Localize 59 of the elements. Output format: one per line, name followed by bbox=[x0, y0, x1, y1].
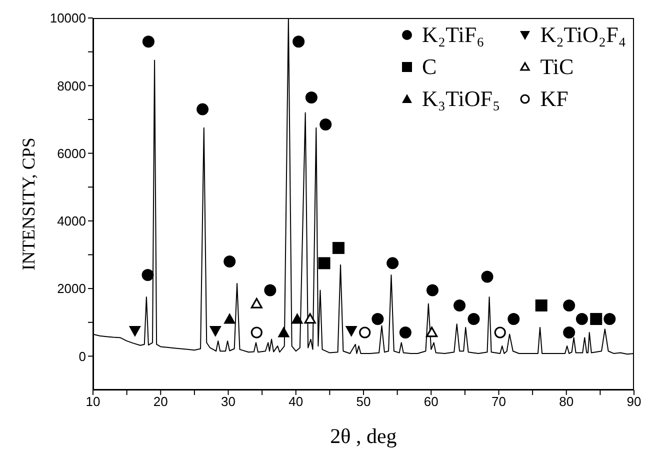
point bbox=[563, 326, 576, 339]
point bbox=[563, 299, 576, 312]
point bbox=[128, 326, 141, 337]
x-tick-label: 20 bbox=[153, 394, 168, 410]
point bbox=[359, 326, 371, 338]
point bbox=[250, 298, 262, 308]
point bbox=[250, 326, 262, 338]
y-axis-title: INTENSITY, CPS bbox=[18, 138, 38, 270]
y-tick-label: 10000 bbox=[50, 10, 86, 26]
point bbox=[494, 326, 506, 338]
y-tick-label: 6000 bbox=[57, 146, 86, 161]
point bbox=[372, 312, 384, 325]
point bbox=[264, 284, 276, 296]
point bbox=[278, 326, 290, 338]
point bbox=[224, 312, 236, 324]
point bbox=[291, 312, 304, 324]
y-tick-label: 2000 bbox=[57, 281, 86, 296]
x-tick-label: 70 bbox=[492, 394, 506, 410]
y-tick-label: 4000 bbox=[57, 214, 86, 229]
point bbox=[604, 312, 616, 325]
legend-label: K₂TiO₂F₄ bbox=[540, 22, 626, 48]
point bbox=[142, 36, 154, 48]
point bbox=[292, 36, 305, 48]
x-tick-label: 50 bbox=[356, 394, 371, 410]
x-tick-label: 80 bbox=[559, 394, 574, 410]
x-tick-label: 60 bbox=[424, 394, 438, 410]
legend-label: K₂TiF₆ bbox=[422, 22, 484, 48]
point bbox=[305, 91, 318, 104]
point bbox=[196, 103, 209, 116]
point bbox=[426, 326, 438, 338]
point bbox=[304, 313, 316, 324]
point bbox=[508, 312, 520, 325]
x-tick-label: 90 bbox=[626, 394, 642, 410]
legend-label: TiC bbox=[540, 54, 574, 80]
point bbox=[590, 312, 602, 325]
x-tick-label: 40 bbox=[288, 394, 304, 410]
x-axis-title: 2θ , deg bbox=[330, 424, 398, 448]
point bbox=[332, 242, 344, 254]
legend-label: KF bbox=[540, 86, 568, 112]
point bbox=[318, 257, 330, 270]
x-tick-label: 30 bbox=[221, 394, 236, 410]
y-tick-label: 8000 bbox=[57, 78, 86, 94]
point bbox=[468, 312, 480, 325]
point bbox=[345, 326, 358, 337]
point bbox=[386, 257, 399, 270]
point bbox=[426, 284, 438, 296]
point bbox=[142, 269, 154, 282]
point bbox=[209, 326, 222, 337]
y-tick-label: 0 bbox=[78, 348, 86, 364]
point bbox=[454, 299, 466, 312]
point bbox=[535, 299, 548, 312]
point bbox=[576, 312, 588, 325]
legend-label: K₃TiOF₅ bbox=[422, 86, 500, 112]
x-tick-label: 10 bbox=[86, 394, 100, 410]
point bbox=[320, 118, 332, 131]
legend-label: C bbox=[422, 54, 437, 80]
point bbox=[481, 270, 494, 283]
point bbox=[224, 255, 236, 268]
point bbox=[399, 326, 412, 339]
